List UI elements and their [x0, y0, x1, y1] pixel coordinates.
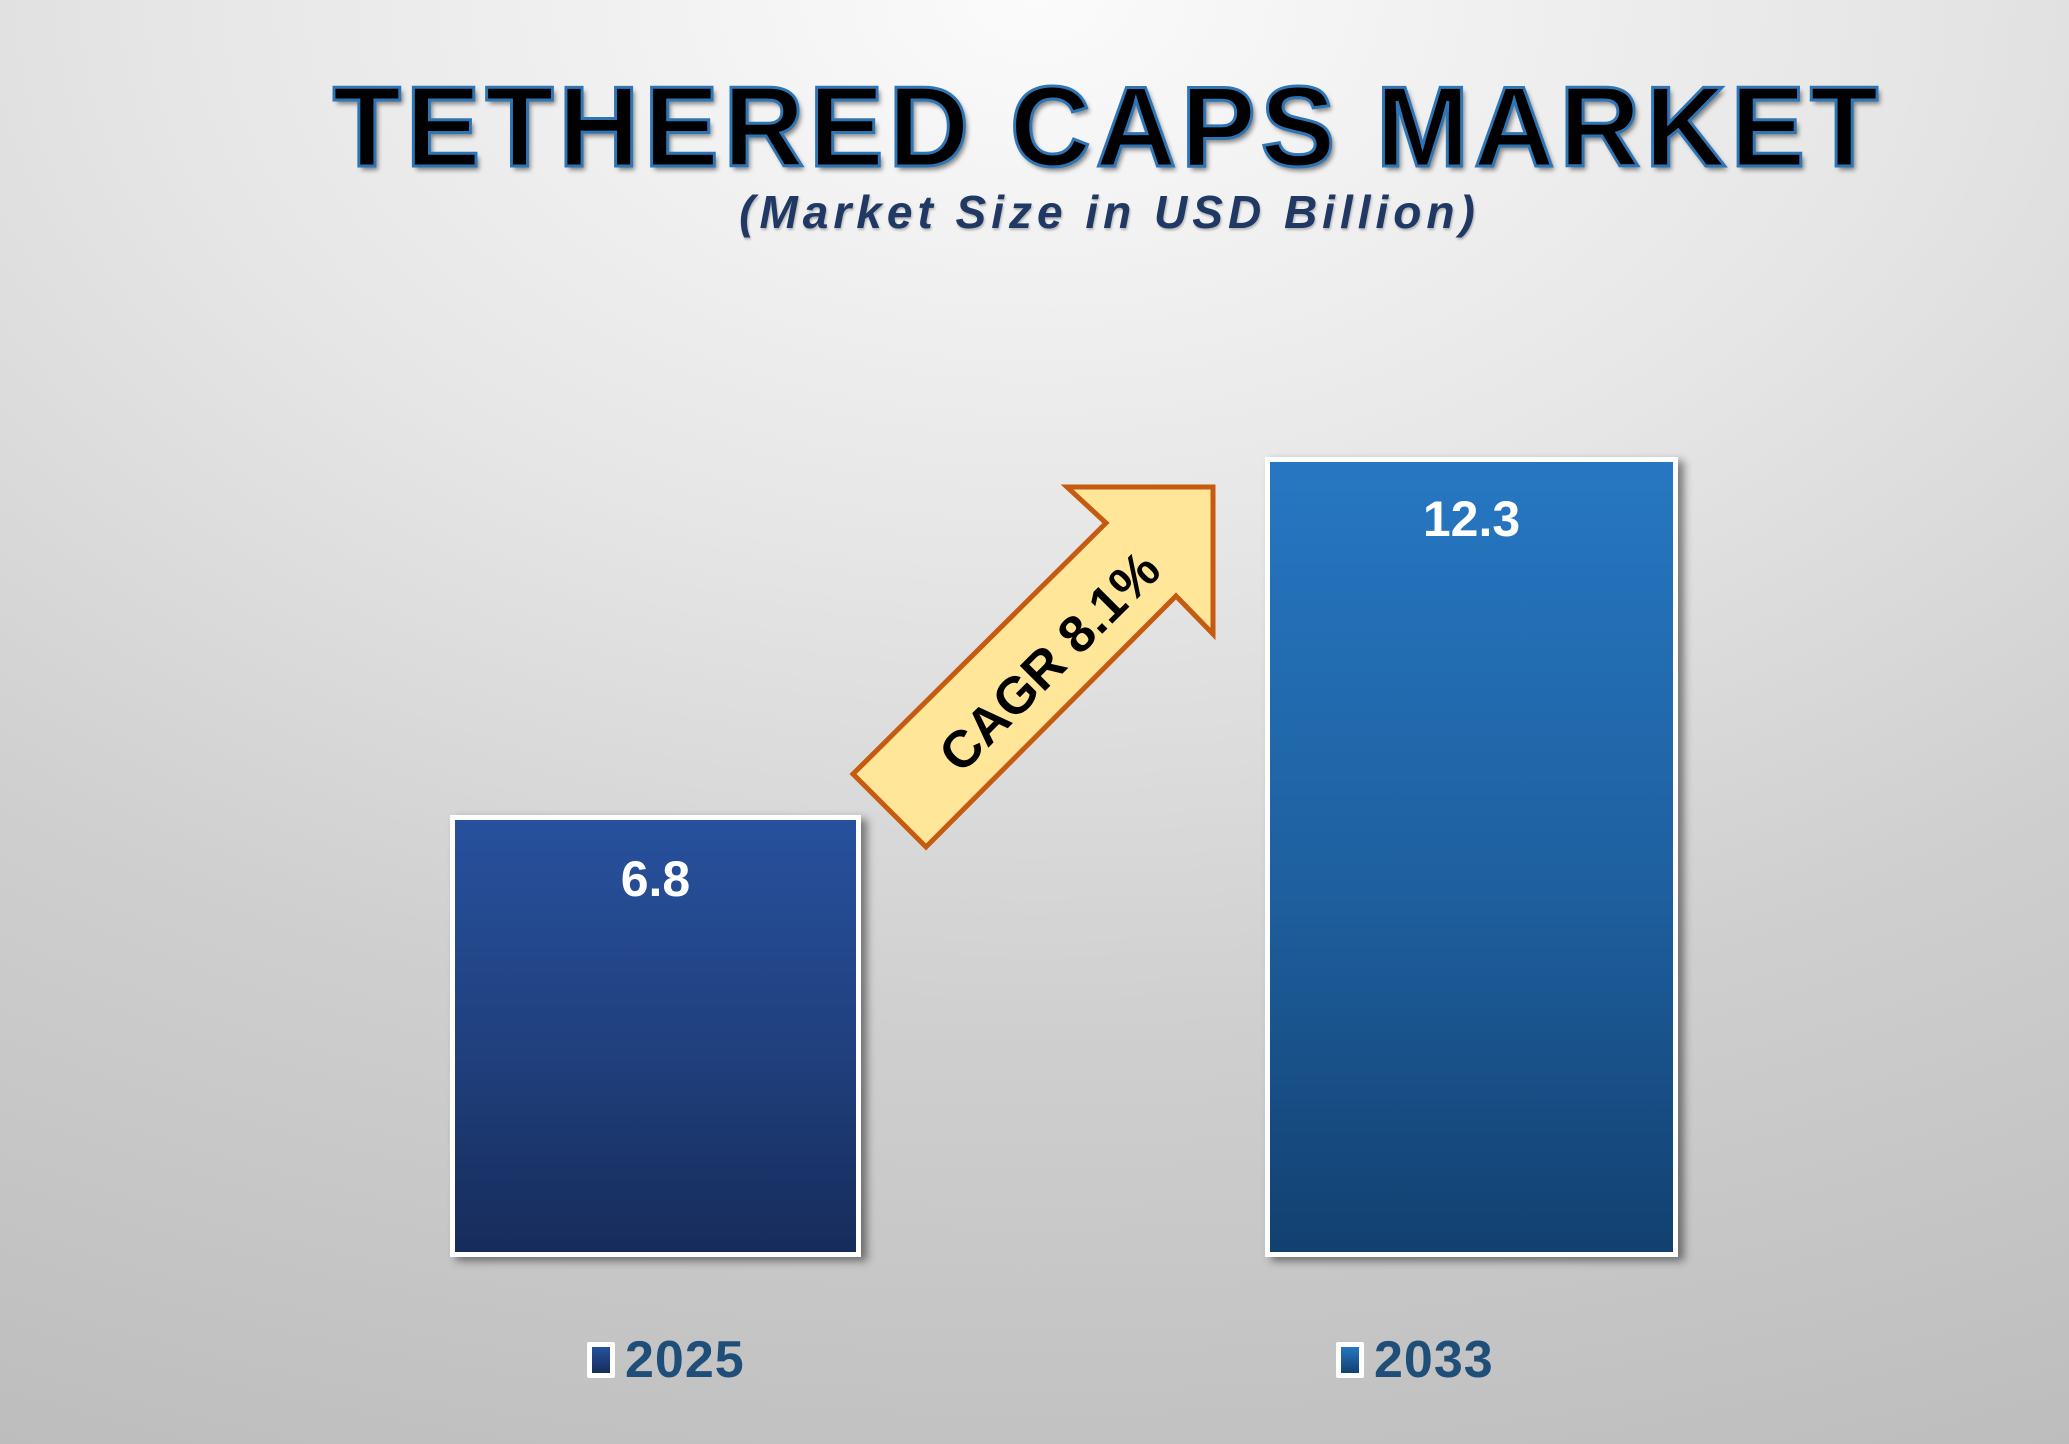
cagr-label: CAGR 8.1% [928, 540, 1172, 784]
legend-label-2025: 2025 [625, 1331, 745, 1389]
bar-value-label-2025: 6.8 [620, 851, 691, 907]
chart-title: TETHERED CAPS MARKET [331, 63, 1884, 193]
legend-label-2033: 2033 [1374, 1331, 1494, 1389]
bar-2033: 12.3 [1265, 457, 1678, 1257]
legend-item-2033: 2033 [1336, 1330, 1494, 1390]
bar-2025: 6.8 [450, 815, 861, 1257]
legend-swatch-2025 [587, 1342, 615, 1378]
legend-swatch-2033 [1336, 1342, 1364, 1378]
legend-item-2025: 2025 [587, 1330, 745, 1390]
bar-value-label-2033: 12.3 [1422, 491, 1521, 547]
chart-subtitle: (Market Size in USD Billion) [739, 186, 1480, 238]
